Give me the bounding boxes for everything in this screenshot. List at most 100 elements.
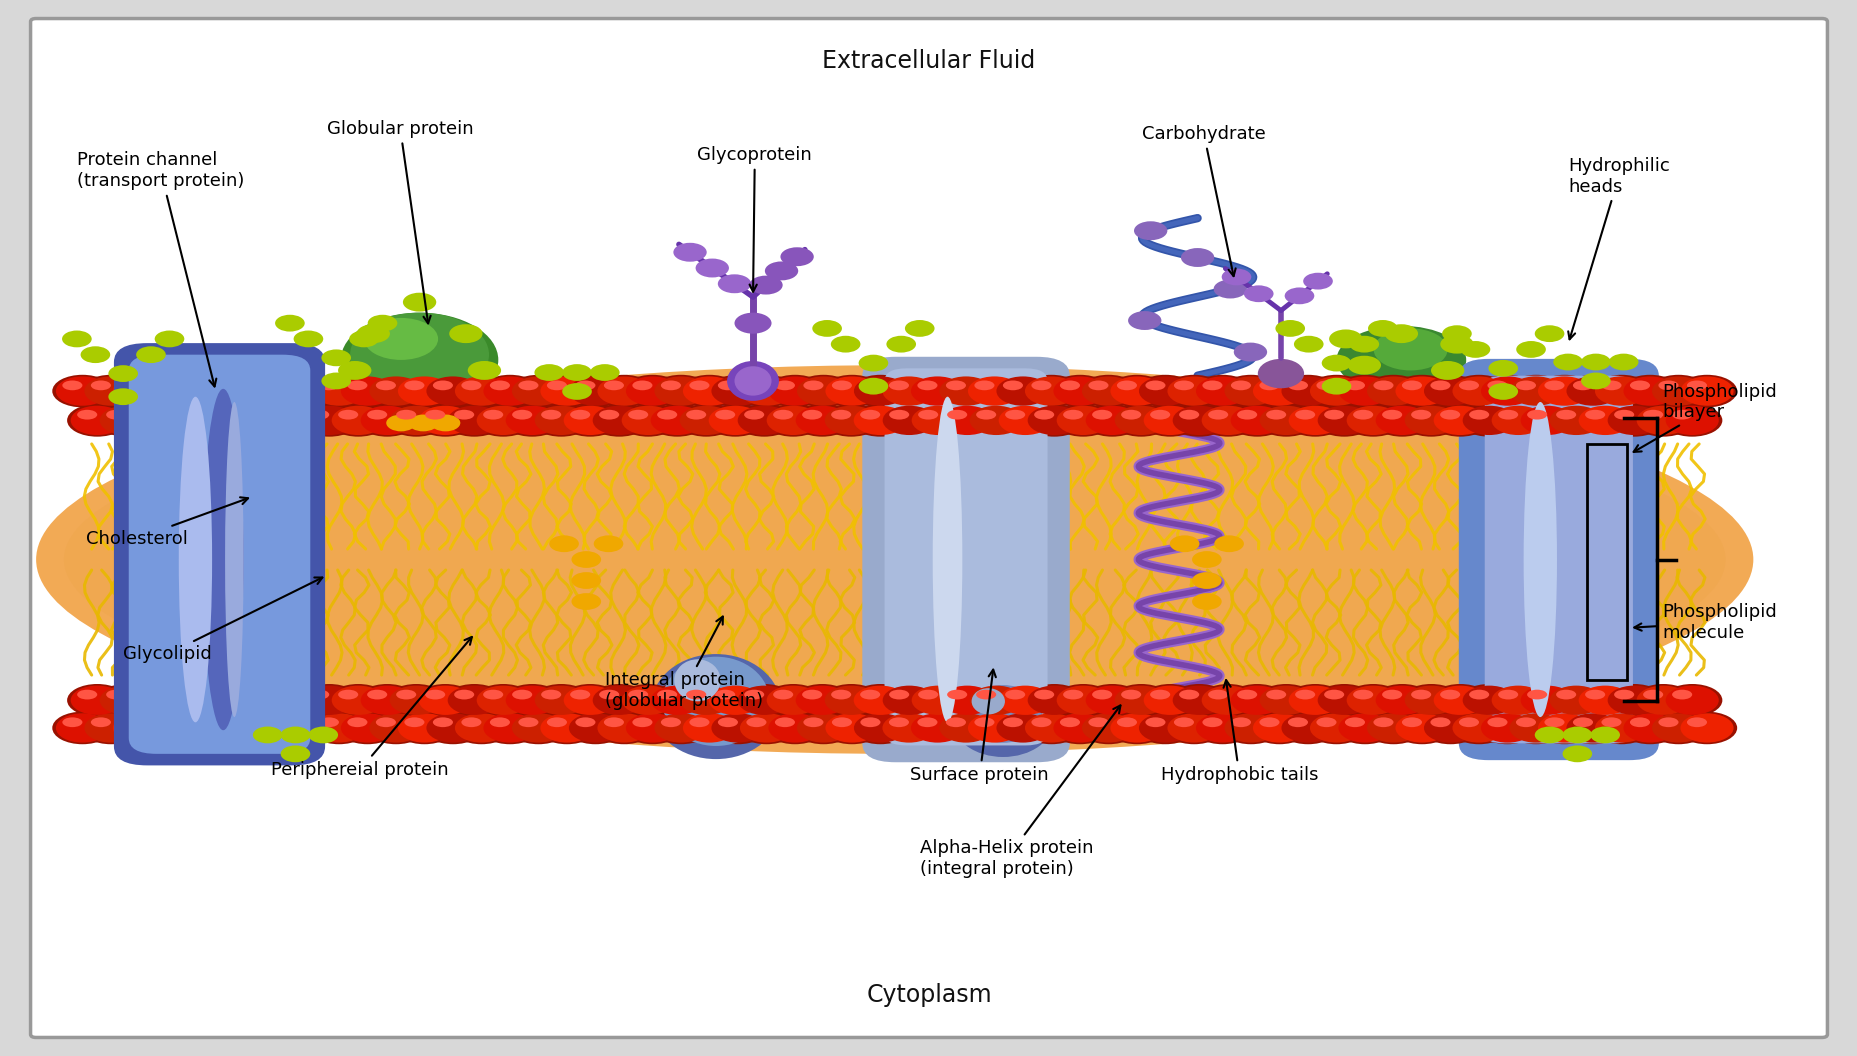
- Ellipse shape: [1545, 684, 1606, 717]
- Ellipse shape: [1092, 690, 1112, 699]
- Ellipse shape: [1138, 713, 1192, 742]
- Ellipse shape: [1201, 685, 1253, 715]
- Ellipse shape: [405, 717, 423, 728]
- Ellipse shape: [1606, 406, 1660, 435]
- Ellipse shape: [947, 690, 967, 699]
- Ellipse shape: [1508, 713, 1562, 742]
- Ellipse shape: [1636, 406, 1688, 435]
- Ellipse shape: [1517, 684, 1577, 717]
- Ellipse shape: [912, 685, 964, 715]
- Ellipse shape: [396, 690, 416, 699]
- Text: Cytoplasm: Cytoplasm: [865, 983, 992, 1007]
- Ellipse shape: [1629, 380, 1649, 391]
- Ellipse shape: [1601, 717, 1621, 728]
- Circle shape: [1127, 312, 1161, 329]
- Ellipse shape: [100, 406, 152, 435]
- FancyBboxPatch shape: [1458, 359, 1658, 760]
- Ellipse shape: [1088, 380, 1109, 391]
- Ellipse shape: [631, 380, 652, 391]
- Ellipse shape: [1116, 717, 1136, 728]
- Ellipse shape: [1497, 410, 1517, 419]
- Ellipse shape: [1504, 712, 1565, 744]
- Ellipse shape: [262, 380, 282, 391]
- Ellipse shape: [1077, 712, 1138, 744]
- Ellipse shape: [917, 380, 938, 391]
- Ellipse shape: [1664, 685, 1718, 715]
- Ellipse shape: [1480, 713, 1534, 742]
- Ellipse shape: [483, 690, 503, 699]
- Ellipse shape: [1461, 406, 1515, 435]
- Ellipse shape: [1686, 380, 1707, 391]
- Ellipse shape: [936, 375, 995, 408]
- Ellipse shape: [657, 410, 676, 419]
- Ellipse shape: [299, 684, 358, 717]
- Ellipse shape: [1430, 404, 1489, 437]
- Circle shape: [61, 331, 91, 347]
- Ellipse shape: [1549, 685, 1603, 715]
- Ellipse shape: [657, 690, 676, 699]
- Ellipse shape: [908, 404, 967, 437]
- Ellipse shape: [1374, 406, 1428, 435]
- Ellipse shape: [967, 376, 1021, 406]
- Ellipse shape: [414, 404, 475, 437]
- Ellipse shape: [1636, 685, 1688, 715]
- Ellipse shape: [1110, 376, 1162, 406]
- Ellipse shape: [795, 406, 849, 435]
- Ellipse shape: [1519, 685, 1573, 715]
- Ellipse shape: [1448, 712, 1508, 744]
- Ellipse shape: [84, 376, 137, 406]
- Ellipse shape: [680, 712, 739, 744]
- Ellipse shape: [1201, 406, 1253, 435]
- Ellipse shape: [149, 380, 167, 391]
- Ellipse shape: [1248, 375, 1309, 408]
- Ellipse shape: [1162, 375, 1224, 408]
- Ellipse shape: [1679, 376, 1733, 406]
- Ellipse shape: [124, 404, 186, 437]
- Ellipse shape: [1172, 406, 1226, 435]
- Ellipse shape: [178, 397, 212, 722]
- Ellipse shape: [747, 717, 767, 728]
- Ellipse shape: [165, 375, 227, 408]
- Ellipse shape: [1391, 712, 1452, 744]
- Ellipse shape: [535, 685, 587, 715]
- Ellipse shape: [1062, 690, 1083, 699]
- Ellipse shape: [518, 380, 539, 391]
- Ellipse shape: [63, 386, 1725, 733]
- Circle shape: [275, 315, 305, 332]
- Ellipse shape: [936, 404, 997, 437]
- Ellipse shape: [854, 376, 906, 406]
- Ellipse shape: [940, 685, 993, 715]
- Circle shape: [1192, 572, 1222, 589]
- Ellipse shape: [540, 410, 561, 419]
- Ellipse shape: [1172, 685, 1226, 715]
- Ellipse shape: [1144, 685, 1196, 715]
- Ellipse shape: [338, 410, 358, 419]
- Ellipse shape: [646, 404, 708, 437]
- Ellipse shape: [992, 712, 1053, 744]
- Ellipse shape: [163, 690, 184, 699]
- Ellipse shape: [1287, 380, 1307, 391]
- Ellipse shape: [1140, 404, 1200, 437]
- FancyBboxPatch shape: [884, 369, 1047, 746]
- Ellipse shape: [997, 685, 1051, 715]
- Ellipse shape: [1140, 684, 1200, 717]
- Ellipse shape: [793, 375, 852, 408]
- Ellipse shape: [280, 712, 340, 744]
- Ellipse shape: [119, 717, 139, 728]
- Ellipse shape: [563, 685, 617, 715]
- Ellipse shape: [832, 380, 852, 391]
- Ellipse shape: [1487, 684, 1547, 717]
- Ellipse shape: [1023, 404, 1084, 437]
- Ellipse shape: [1265, 690, 1285, 699]
- Ellipse shape: [483, 713, 537, 742]
- Ellipse shape: [360, 685, 414, 715]
- Ellipse shape: [1671, 690, 1692, 699]
- Ellipse shape: [890, 690, 908, 699]
- Ellipse shape: [1565, 713, 1619, 742]
- Ellipse shape: [1374, 685, 1428, 715]
- Ellipse shape: [253, 712, 312, 744]
- Ellipse shape: [1352, 690, 1372, 699]
- Ellipse shape: [1677, 375, 1736, 408]
- Ellipse shape: [1603, 404, 1664, 437]
- Ellipse shape: [1168, 404, 1229, 437]
